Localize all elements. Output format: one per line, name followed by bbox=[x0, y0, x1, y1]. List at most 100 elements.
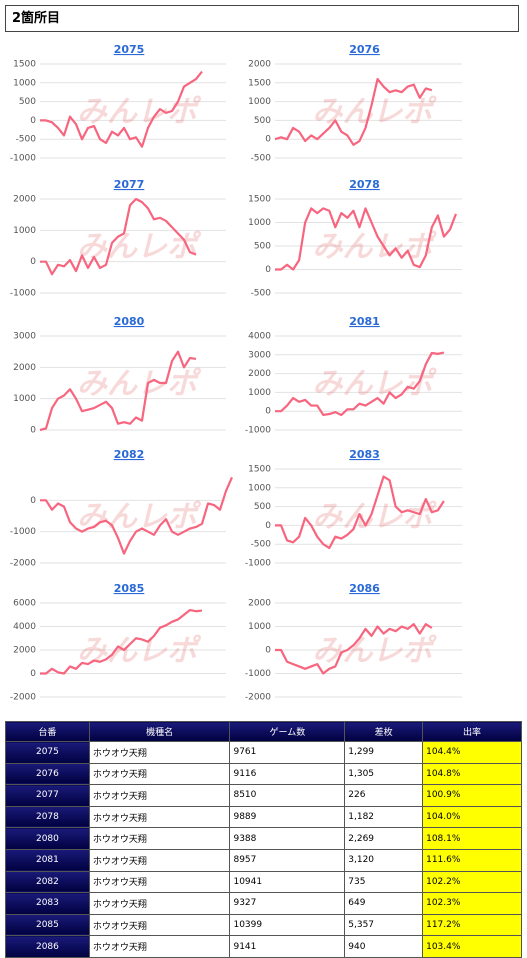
watermark: みんレポ bbox=[313, 634, 438, 669]
chart-title: 2081 bbox=[349, 315, 380, 328]
chart-title: 2083 bbox=[349, 448, 380, 461]
table-cell: 735 bbox=[344, 870, 424, 894]
table-row: 2078 ホウオウ天翔 9889 1,182 104.0% bbox=[5, 805, 522, 829]
table-row: 2075 ホウオウ天翔 9761 1,299 104.4% bbox=[5, 741, 522, 764]
table-cell: 2080 bbox=[5, 827, 90, 850]
y-tick-label: 0 bbox=[265, 407, 271, 417]
y-tick-label: 4000 bbox=[248, 332, 271, 342]
table-cell: 2085 bbox=[5, 913, 90, 937]
column-header: 台番 bbox=[5, 721, 90, 742]
table-cell: 9388 bbox=[229, 827, 346, 850]
table-cell: ホウオウ天翔 bbox=[88, 870, 231, 894]
table-cell: ホウオウ天翔 bbox=[88, 935, 231, 958]
table-cell: 2076 bbox=[5, 762, 90, 786]
column-header: 差枚 bbox=[344, 721, 424, 742]
watermark: みんレポ bbox=[313, 230, 438, 265]
y-tick-label: 1000 bbox=[13, 226, 36, 236]
y-tick-label: -1000 bbox=[245, 669, 271, 679]
y-tick-label: 2000 bbox=[248, 369, 271, 379]
y-tick-label: -500 bbox=[16, 135, 37, 145]
chart-title: 2076 bbox=[349, 43, 380, 56]
chart-title: 2078 bbox=[349, 178, 380, 191]
table-row: 2076 ホウオウ天翔 9116 1,305 104.8% bbox=[5, 762, 522, 786]
chart-title: 2080 bbox=[114, 315, 145, 328]
y-tick-label: 2000 bbox=[248, 599, 271, 609]
y-tick-label: 2000 bbox=[13, 646, 36, 656]
y-tick-label: -1000 bbox=[245, 559, 271, 569]
table-cell: ホウオウ天翔 bbox=[88, 892, 231, 915]
table-cell: 1,182 bbox=[344, 805, 424, 829]
table-cell: 226 bbox=[344, 784, 424, 807]
charts: 2075 -1000 -500 0 500 1000 1500 みんレポ 2076 -500 0 50… bbox=[10, 43, 462, 703]
table-row: 2085 ホウオウ天翔 10399 5,357 117.2% bbox=[5, 913, 522, 937]
table-row: 2081 ホウオウ天翔 8957 3,120 111.6% bbox=[5, 848, 522, 872]
y-tick-label: 500 bbox=[254, 242, 271, 252]
chart-title: 2075 bbox=[114, 43, 145, 56]
table-cell: 2081 bbox=[5, 848, 90, 872]
y-tick-label: -2000 bbox=[10, 559, 36, 569]
section-header: 2箇所目 bbox=[5, 5, 519, 32]
y-tick-label: 1000 bbox=[248, 622, 271, 632]
chart-title: 2086 bbox=[349, 582, 380, 595]
table-cell: 1,299 bbox=[344, 741, 424, 764]
table-row: 2083 ホウオウ天翔 9327 649 102.3% bbox=[5, 892, 522, 915]
y-tick-label: 0 bbox=[265, 646, 271, 656]
table-cell: ホウオウ天翔 bbox=[88, 848, 231, 872]
y-tick-label: 2000 bbox=[13, 195, 36, 205]
table-cell: 104.0% bbox=[422, 805, 522, 829]
table-cell: 9116 bbox=[229, 762, 346, 786]
y-tick-label: -1000 bbox=[245, 426, 271, 436]
table-cell: 8510 bbox=[229, 784, 346, 807]
y-tick-label: -500 bbox=[251, 540, 272, 550]
table-cell: 117.2% bbox=[422, 913, 522, 937]
table-cell: 3,120 bbox=[344, 848, 424, 872]
column-header: 出率 bbox=[422, 721, 522, 742]
table-header: 台番 機種名 ゲーム数 差枚 出率 bbox=[5, 721, 522, 742]
y-tick-label: 0 bbox=[30, 116, 36, 126]
table-row: 2077 ホウオウ天翔 8510 226 100.9% bbox=[5, 784, 522, 807]
table-cell: 100.9% bbox=[422, 784, 522, 807]
table-cell: 9141 bbox=[229, 935, 346, 958]
table-cell: 5,357 bbox=[344, 913, 424, 937]
y-tick-label: 500 bbox=[19, 97, 36, 107]
data-line bbox=[274, 77, 433, 146]
table-cell: 649 bbox=[344, 892, 424, 915]
y-tick-label: -2000 bbox=[245, 693, 271, 703]
table-cell: 103.4% bbox=[422, 935, 522, 958]
watermark: みんレポ bbox=[77, 367, 202, 402]
table-cell: ホウオウ天翔 bbox=[88, 827, 231, 850]
y-tick-label: -2000 bbox=[10, 693, 36, 703]
chart-title: 2085 bbox=[114, 582, 145, 595]
y-tick-label: -1000 bbox=[10, 527, 36, 537]
y-tick-label: -500 bbox=[251, 289, 272, 299]
table-cell: 1,305 bbox=[344, 762, 424, 786]
y-tick-label: 6000 bbox=[13, 599, 36, 609]
y-tick-label: 4000 bbox=[13, 622, 36, 632]
y-tick-label: 1000 bbox=[248, 483, 271, 493]
table-cell: 9327 bbox=[229, 892, 346, 915]
data-line bbox=[40, 608, 203, 675]
table-cell: 102.3% bbox=[422, 892, 522, 915]
table-cell: 2078 bbox=[5, 805, 90, 829]
table-cell: 111.6% bbox=[422, 848, 522, 872]
table-cell: 2,269 bbox=[344, 827, 424, 850]
y-tick-label: 1500 bbox=[248, 465, 271, 475]
table-row: 2086 ホウオウ天翔 9141 940 103.4% bbox=[5, 935, 522, 958]
y-tick-label: 1000 bbox=[13, 78, 36, 88]
y-tick-label: 0 bbox=[30, 257, 36, 267]
y-tick-label: 1500 bbox=[248, 78, 271, 88]
y-tick-label: 0 bbox=[265, 265, 271, 275]
table-cell: 2075 bbox=[5, 741, 90, 764]
table-cell: 102.2% bbox=[422, 870, 522, 894]
table-cell: 104.8% bbox=[422, 762, 522, 786]
chart-title: 2077 bbox=[114, 178, 145, 191]
table-row: 2082 ホウオウ天翔 10941 735 102.2% bbox=[5, 870, 522, 894]
data-line bbox=[40, 70, 203, 148]
table-cell: 940 bbox=[344, 935, 424, 958]
y-tick-label: -1000 bbox=[10, 289, 36, 299]
y-tick-label: 2000 bbox=[13, 363, 36, 373]
y-tick-label: 500 bbox=[254, 116, 271, 126]
y-tick-label: 3000 bbox=[248, 350, 271, 360]
y-tick-label: -500 bbox=[251, 154, 272, 164]
